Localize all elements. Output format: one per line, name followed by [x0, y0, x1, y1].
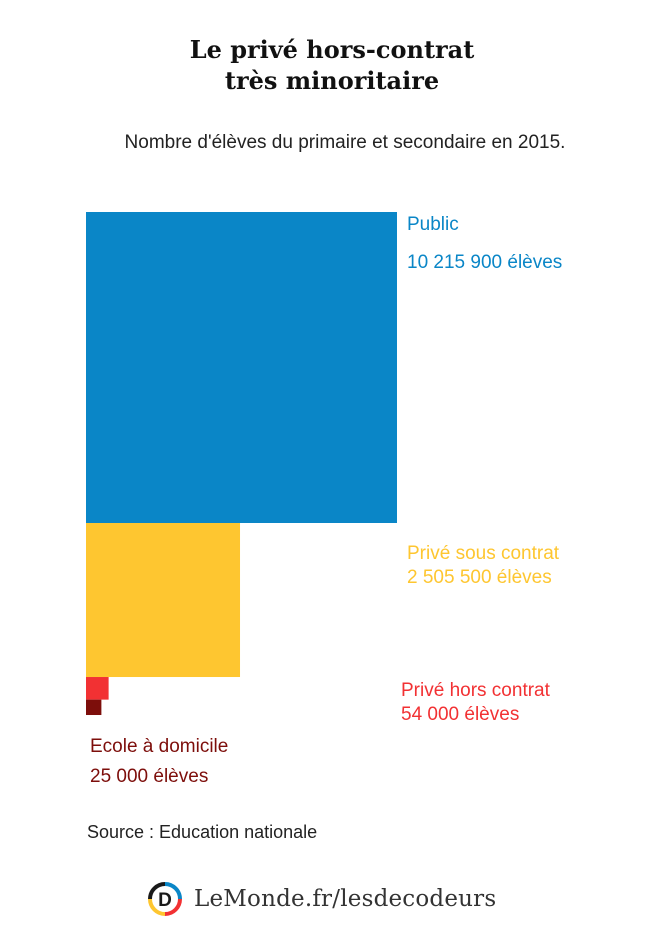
label-prive-sous-contrat-value: 2 505 500 élèves — [407, 567, 552, 588]
title-line-2: très minoritaire — [224, 66, 440, 95]
square-prive-hors-contrat — [86, 677, 109, 700]
label-ecole-domicile-name: Ecole à domicile — [90, 736, 229, 757]
square-ecole-domicile — [86, 699, 102, 716]
chart-title: Le privé hors-contrat très minoritaire — [0, 34, 664, 96]
chart-subtitle: Nombre d'élèves du primaire et secondair… — [124, 132, 566, 153]
label-ecole-domicile-value: 25 000 élèves — [90, 766, 209, 787]
label-prive-sous-contrat: Privé sous contrat 2 505 500 élèves — [407, 542, 559, 590]
label-ecole-domicile: Ecole à domicile 25 000 élèves — [90, 735, 228, 789]
label-prive-hors-contrat: Privé hors contrat 54 000 élèves — [401, 679, 550, 727]
label-prive-hors-contrat-value: 54 000 élèves — [401, 704, 520, 725]
decodeurs-logo-icon: D — [148, 882, 182, 916]
source-note: Source : Education nationale — [87, 822, 318, 842]
label-public: Public 10 215 900 élèves — [407, 213, 562, 275]
label-prive-sous-contrat-name: Privé sous contrat — [407, 543, 560, 564]
brand-url: LeMonde.fr/lesdecodeurs — [194, 886, 497, 912]
label-public-value: 10 215 900 élèves — [407, 252, 563, 273]
title-line-1: Le privé hors-contrat — [189, 35, 475, 64]
square-prive-sous-contrat — [86, 523, 241, 678]
label-prive-hors-contrat-name: Privé hors contrat — [401, 680, 550, 701]
label-public-name: Public — [407, 214, 459, 235]
logo-letter: D — [158, 890, 172, 911]
square-public — [86, 212, 397, 523]
footer-branding: D LeMonde.fr/lesdecodeurs — [148, 878, 496, 920]
